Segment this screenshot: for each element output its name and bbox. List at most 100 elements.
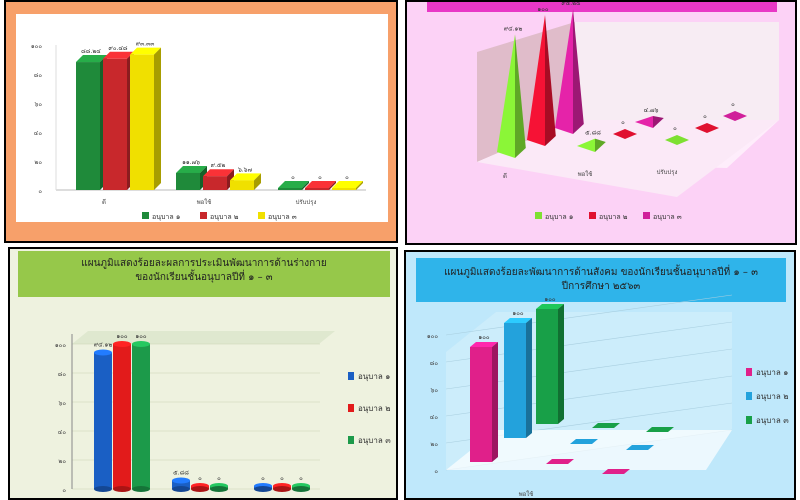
y-tick-label: ๔๐: [58, 429, 67, 436]
chart-3-title: แผนภูมิแสดงร้อยละผลการประเมินพัฒนาการด้า…: [81, 258, 327, 269]
bar-base: [113, 486, 131, 492]
y-tick-label: ๐: [38, 188, 42, 195]
bar-side: [254, 173, 261, 190]
bar-base: [210, 486, 228, 492]
bar: [332, 188, 356, 190]
pyramid-flat: [613, 129, 637, 139]
bar-cap: [113, 341, 131, 347]
bar-side: [492, 342, 498, 462]
bar-flat: [602, 469, 630, 474]
chart-3-title-bar: แผนภูมิแสดงร้อยละผลการประเมินพัฒนาการด้า…: [18, 251, 390, 297]
pyramid-side: [653, 116, 664, 128]
bar-side: [154, 47, 161, 190]
legend-label: อนุบาล ๑: [756, 368, 788, 377]
pyramid-side: [595, 138, 606, 152]
legend-swatch: [746, 416, 752, 424]
bar-top: [130, 47, 161, 55]
pyramid-flat: [695, 123, 719, 133]
chart-2-svg: ๙๔.๑๒๑๐๐๙๕.๒๔ดี๕.๘๘๐๔.๗๖พอใช้๐๐๐ปรับปรุง…: [477, 2, 779, 221]
chart-2-title-bar: [427, 2, 777, 12]
bar-base: [94, 486, 112, 492]
pyramid-face: [635, 116, 653, 128]
data-label: ๔.๗๖: [644, 107, 659, 114]
bar-top: [470, 342, 498, 347]
y-tick-label: ๑๐๐: [31, 43, 42, 50]
pyramid-face: [527, 15, 545, 146]
bar: [132, 344, 150, 489]
pyramid-flat: [665, 135, 689, 145]
back-wall-top: [72, 331, 335, 344]
bar-top: [278, 181, 309, 188]
data-label: ๘๘.๒๔: [81, 48, 101, 55]
y-tick-label: ๔๐: [34, 130, 43, 137]
bar-top: [203, 169, 234, 177]
bar-top: [305, 181, 336, 188]
bar: [113, 344, 131, 489]
y-tick-label: ๑๐๐: [427, 333, 438, 340]
legend-label: อนุบาล ๑: [545, 213, 573, 221]
pyramid-face: [577, 138, 595, 152]
data-label: ๑๑.๗๖: [182, 159, 200, 166]
data-label: ๑๐๐: [544, 296, 555, 303]
legend-label: อนุบาล ๒: [599, 213, 628, 221]
bar: [305, 188, 329, 190]
chart-4-title: แผนภูมิแสดงร้อยละพัฒนาการด้านสังคม ของนั…: [444, 267, 758, 278]
chart-panel-2: ๙๔.๑๒ ๑๐๐ ๙๕.๒๔ ดี ๕.๘๘๐๔.๗๖ พอใช้๐๐๐ปรับปรุง…: [405, 0, 797, 245]
bar: [176, 172, 200, 190]
data-label: ๐: [703, 113, 707, 120]
bar: [536, 309, 558, 424]
side-wall: [575, 22, 779, 120]
data-label: ๕.๘๘: [173, 469, 189, 476]
chart-panel-3: แผนภูมิแสดงร้อยละผลการประเมินพัฒนาการด้า…: [8, 247, 398, 500]
x-tick-label: พอใช้: [197, 198, 212, 206]
floor: [446, 430, 732, 470]
data-label: ๑๐๐: [537, 6, 548, 13]
chart-4-subtitle: ปีการศึกษา ๒๕๖๓: [561, 281, 641, 292]
data-label: ๑๐๐: [116, 333, 127, 340]
y-tick-label: ๘๐: [58, 371, 67, 378]
bar: [130, 54, 154, 190]
pyramid-flat: [723, 111, 747, 121]
bar-flat: [570, 439, 598, 444]
bar-side: [302, 181, 309, 190]
data-label: ๐: [345, 174, 349, 181]
bar-side: [227, 169, 234, 190]
pyramid-face: [555, 8, 573, 135]
bar-side: [558, 304, 564, 424]
bar-flat: [646, 427, 674, 432]
x-tick-label: ดี: [503, 172, 507, 180]
data-label: ๖.๖๗: [238, 166, 253, 173]
pyramid-side: [573, 8, 584, 135]
y-tick-label: ๖๐: [35, 101, 43, 108]
y-tick-label: ๐: [434, 468, 438, 475]
legend-label: อนุบาล ๓: [653, 213, 682, 221]
data-label: ๐: [731, 101, 735, 108]
legend-swatch: [589, 212, 596, 219]
legend-label: อนุบาล ๓: [358, 436, 391, 445]
data-label: ๑๐๐: [135, 333, 146, 340]
bar: [203, 176, 227, 190]
bar-top: [504, 318, 532, 323]
bar-top: [230, 173, 261, 181]
bar-base: [273, 486, 291, 492]
data-label: ๐: [318, 174, 322, 181]
data-label: ๐: [280, 475, 284, 482]
legend-label: อนุบาล ๓: [756, 416, 789, 425]
bar: [94, 352, 112, 489]
y-tick-label: ๒๐: [430, 441, 438, 448]
data-label: ๙๕.๒๔: [561, 2, 581, 7]
x-tick-label: พอใช้: [578, 170, 593, 178]
legend-label: อนุบาล ๑: [358, 372, 390, 381]
bar-side: [329, 181, 336, 190]
pyramid-side: [515, 34, 526, 158]
chart-3-svg: ๐๒๐๔๐๖๐๘๐๑๐๐ ๙๔.๑๒๑๐๐ ๑๐๐๕.๘๘๐๐๐๐๐อนุบาล ๑…: [55, 331, 391, 494]
y-tick-label: ๔๐: [430, 414, 439, 421]
bar-top: [332, 181, 363, 188]
bar-top: [103, 51, 134, 59]
data-label: ๙๐.๔๘: [108, 45, 128, 52]
bar-cap: [94, 349, 112, 356]
chart-panel-1: ๐ ๒๐ ๔๐ ๖๐ ๘๐ ๑๐๐ ดี ๘๘.๒๔ ๙๐.๔๘ ๙๓.๓๓ พอใช้ ๑๑.๗๖ ๙…: [4, 0, 398, 243]
legend-swatch: [142, 212, 149, 219]
x-tick-label: พอใช้: [519, 490, 534, 498]
